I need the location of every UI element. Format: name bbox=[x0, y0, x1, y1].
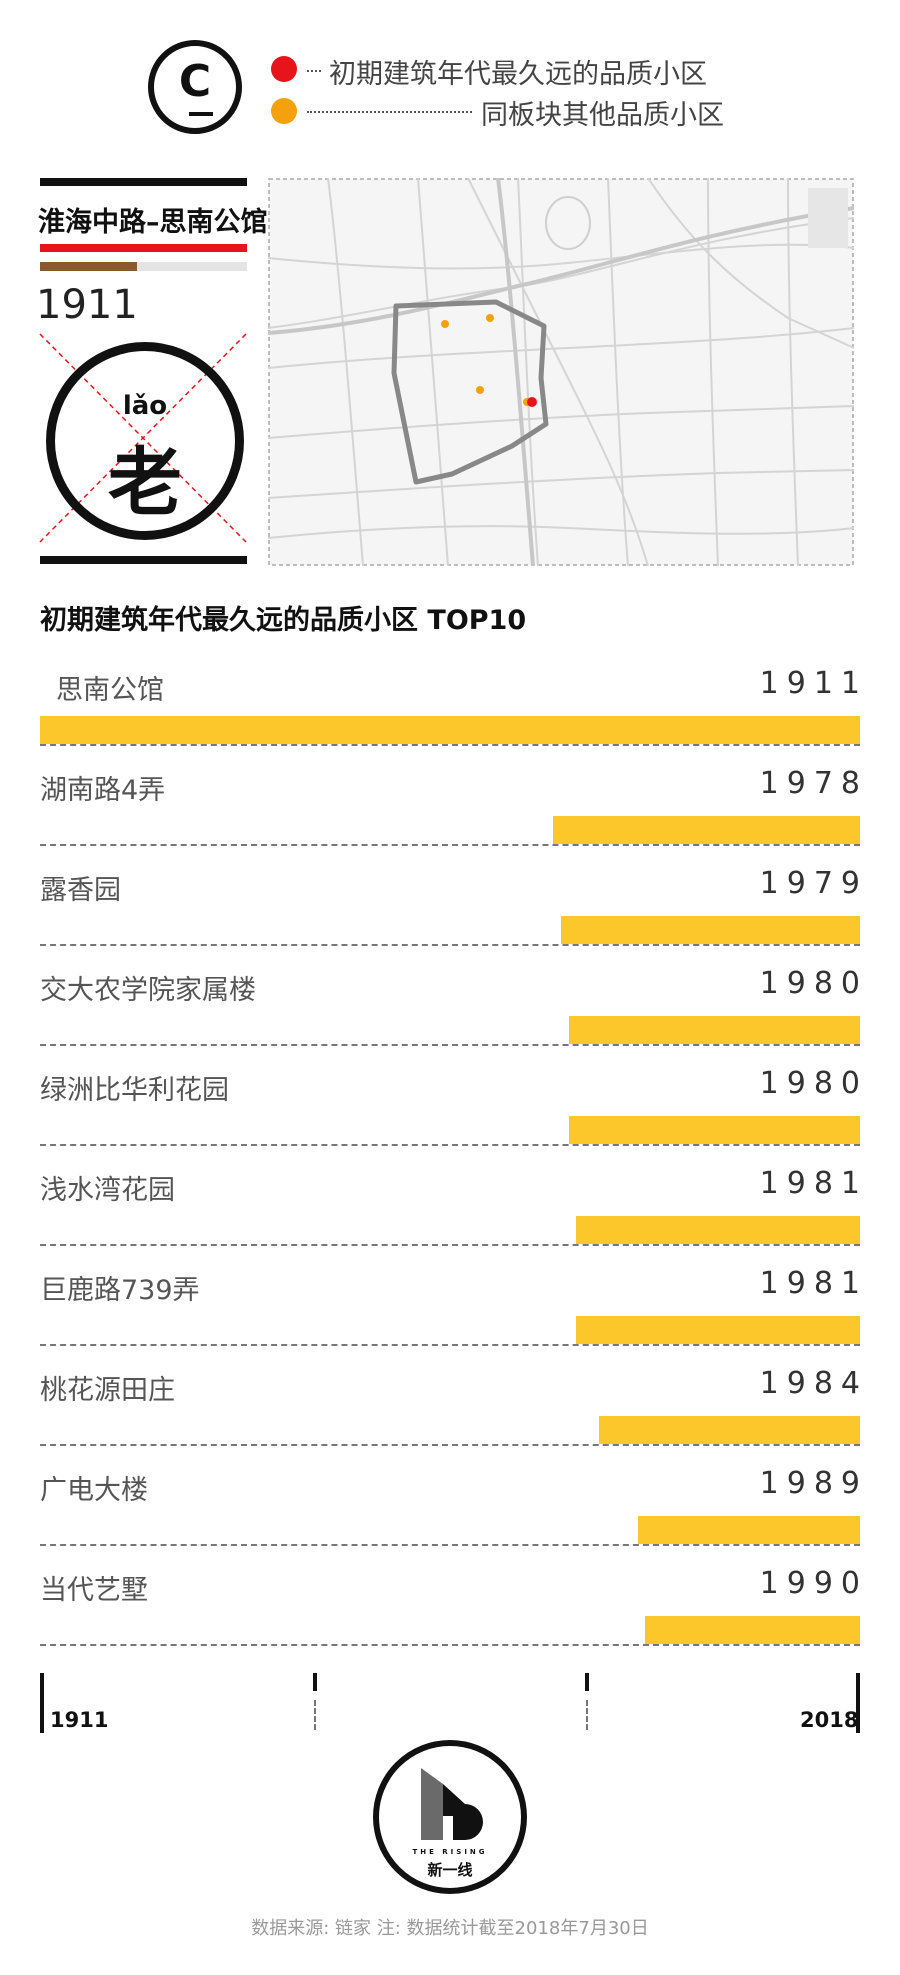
lao-character: 老 bbox=[108, 440, 182, 526]
data-bar bbox=[599, 1416, 860, 1444]
row-year: 1981 bbox=[759, 1266, 868, 1301]
lao-pinyin: lǎo bbox=[122, 391, 168, 421]
row-label: 思南公馆 bbox=[56, 675, 164, 706]
data-bar bbox=[576, 1216, 860, 1244]
axis-label-end: 2018 bbox=[800, 1708, 859, 1732]
building-logo-icon bbox=[421, 1768, 483, 1840]
brand-name: 新一线 bbox=[427, 1861, 473, 1879]
row-label: 湖南路4弄 bbox=[40, 775, 166, 806]
legend-dot-other bbox=[271, 98, 297, 124]
lao-badge: lǎo 老 bbox=[46, 342, 244, 540]
row-year: 1978 bbox=[759, 766, 868, 801]
legend-dot-earliest bbox=[271, 56, 297, 82]
data-bar bbox=[561, 916, 860, 944]
axis-dash-q1 bbox=[314, 1700, 316, 1730]
data-bar bbox=[645, 1616, 860, 1644]
row-label: 交大农学院家属楼 bbox=[40, 975, 256, 1006]
red-rule bbox=[40, 244, 247, 252]
row-divider bbox=[40, 1044, 860, 1046]
data-bar bbox=[569, 1016, 860, 1044]
axis-tick-start bbox=[40, 1673, 44, 1733]
bottom-rule bbox=[40, 556, 247, 564]
row-label: 绿洲比华利花园 bbox=[40, 1075, 229, 1106]
row-label: 巨鹿路739弄 bbox=[40, 1275, 200, 1306]
logo-letter: C bbox=[178, 56, 212, 107]
legend-label-other: 同板块其他品质小区 bbox=[481, 100, 724, 131]
axis-label-start: 1911 bbox=[50, 1708, 109, 1732]
row-year: 1911 bbox=[759, 666, 868, 701]
row-year: 1990 bbox=[759, 1566, 868, 1601]
data-bar bbox=[553, 816, 860, 844]
row-divider bbox=[40, 944, 860, 946]
legend-label-earliest: 初期建筑年代最久远的品质小区 bbox=[329, 59, 707, 90]
row-divider bbox=[40, 1544, 860, 1546]
row-year: 1981 bbox=[759, 1166, 868, 1201]
row-label: 桃花源田庄 bbox=[40, 1375, 175, 1406]
row-divider bbox=[40, 1244, 860, 1246]
progress-track bbox=[40, 262, 247, 271]
row-divider bbox=[40, 1644, 860, 1646]
legend-leader-other bbox=[307, 111, 472, 113]
legend-leader-earliest bbox=[307, 70, 321, 72]
row-divider bbox=[40, 844, 860, 846]
brand-c-logo: C bbox=[148, 40, 242, 134]
brand-tagline: THE RISING bbox=[412, 1848, 488, 1856]
data-source-note: 数据来源: 链家 注: 数据统计截至2018年7月30日 bbox=[251, 1918, 649, 1939]
earliest-year: 1911 bbox=[36, 282, 138, 328]
row-year: 1989 bbox=[759, 1466, 868, 1501]
row-divider bbox=[40, 1344, 860, 1346]
row-label: 露香园 bbox=[40, 875, 121, 906]
data-bar bbox=[40, 716, 860, 744]
row-label: 广电大楼 bbox=[40, 1475, 148, 1506]
axis-dash-q2 bbox=[586, 1700, 588, 1730]
row-year: 1980 bbox=[759, 1066, 868, 1101]
row-label: 浅水湾花园 bbox=[40, 1175, 175, 1206]
data-bar bbox=[638, 1516, 860, 1544]
axis-tick-q2 bbox=[585, 1673, 589, 1691]
logo-underline bbox=[189, 112, 213, 116]
progress-fill bbox=[40, 262, 137, 271]
area-title: 淮海中路–思南公馆 bbox=[38, 207, 268, 238]
row-label: 当代艺墅 bbox=[40, 1575, 148, 1606]
brand-logo: THE RISING 新一线 bbox=[373, 1740, 527, 1894]
row-year: 1980 bbox=[759, 966, 868, 1001]
row-divider bbox=[40, 1144, 860, 1146]
top-rule bbox=[40, 178, 247, 186]
row-divider bbox=[40, 1444, 860, 1446]
row-divider bbox=[40, 744, 860, 746]
district-map bbox=[268, 178, 854, 566]
chart-title: 初期建筑年代最久远的品质小区 TOP10 bbox=[40, 605, 527, 636]
row-year: 1984 bbox=[759, 1366, 868, 1401]
axis-tick-q1 bbox=[313, 1673, 317, 1691]
data-bar bbox=[569, 1116, 860, 1144]
row-year: 1979 bbox=[759, 866, 868, 901]
data-bar bbox=[576, 1316, 860, 1344]
axis-tick-end bbox=[856, 1673, 860, 1733]
